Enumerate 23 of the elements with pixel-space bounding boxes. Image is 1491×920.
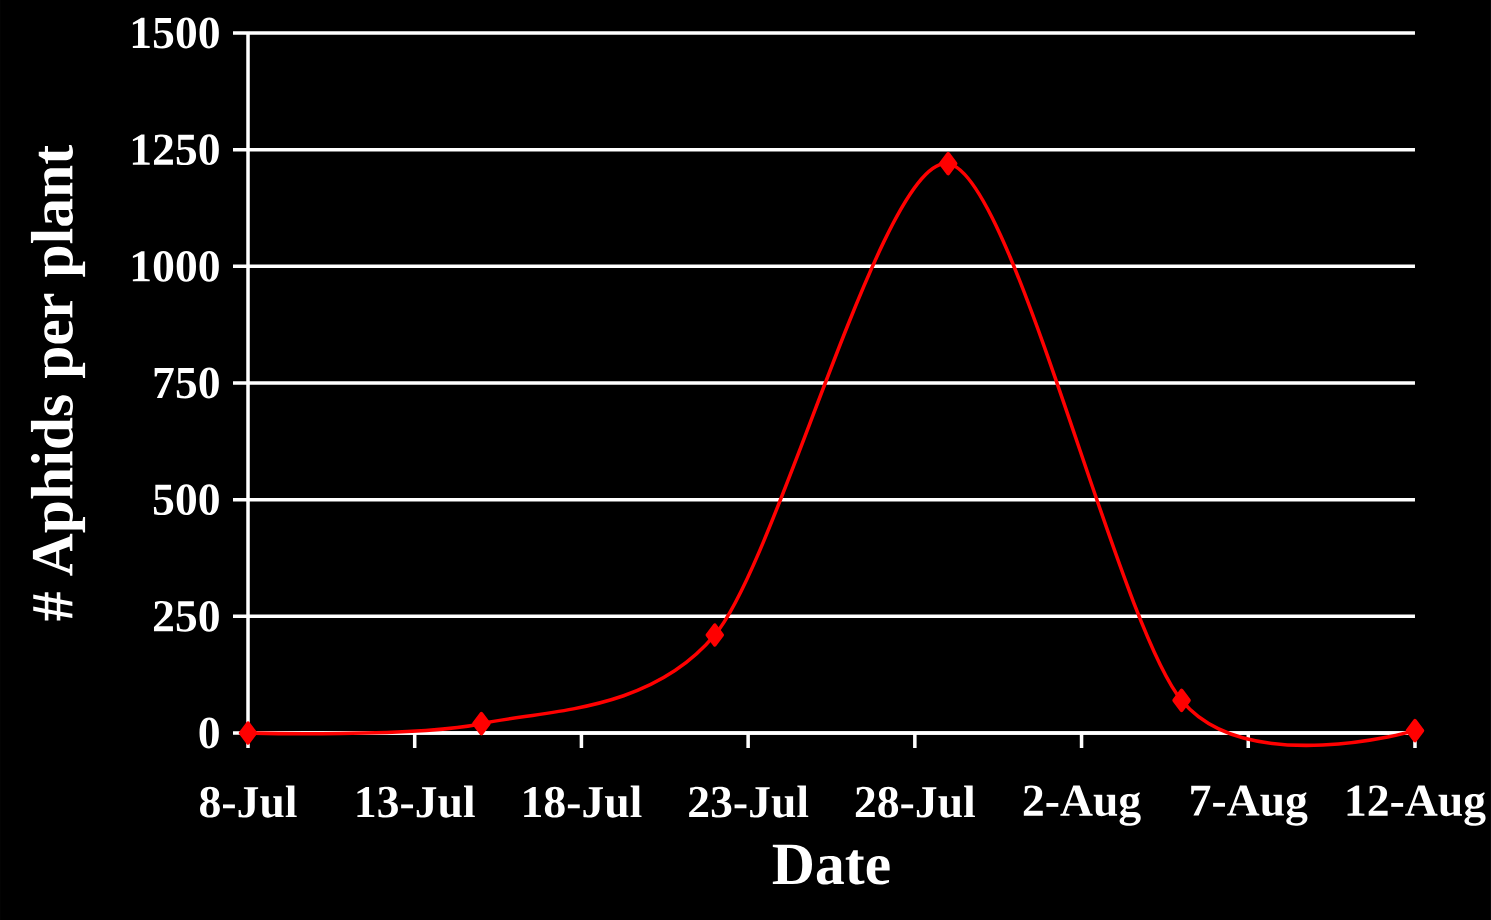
x-tick-label: 8-Jul	[200, 785, 297, 818]
y-tick-label: 0	[199, 717, 219, 749]
y-tick-label: 750	[154, 367, 219, 399]
y-tick-label: 1000	[132, 250, 219, 282]
point	[938, 151, 958, 176]
x-tick-label: 18-Jul	[524, 785, 642, 818]
x-tick-label: 2-Aug	[1023, 785, 1141, 826]
x-tick-label: 12-Aug	[1347, 785, 1486, 826]
point	[1405, 718, 1425, 743]
point	[472, 711, 491, 736]
y-tick-label: 1250	[132, 134, 219, 166]
point	[238, 721, 258, 745]
x-tick-label: 28-Jul	[855, 785, 975, 818]
y-tick-label: 250	[153, 600, 219, 632]
x-axis-title: Date	[772, 844, 890, 885]
point	[1172, 688, 1191, 713]
x-tick-label: 13-Jul	[357, 785, 475, 818]
x-tick-label: 7-Aug	[1191, 785, 1308, 826]
y-axis-title: # Aphids per plant	[30, 145, 86, 621]
point	[705, 623, 725, 647]
x-tick-label: 23-Jul	[689, 785, 809, 818]
y-tick-label: 500	[153, 484, 219, 516]
y-tick-label: 1500	[132, 17, 219, 49]
